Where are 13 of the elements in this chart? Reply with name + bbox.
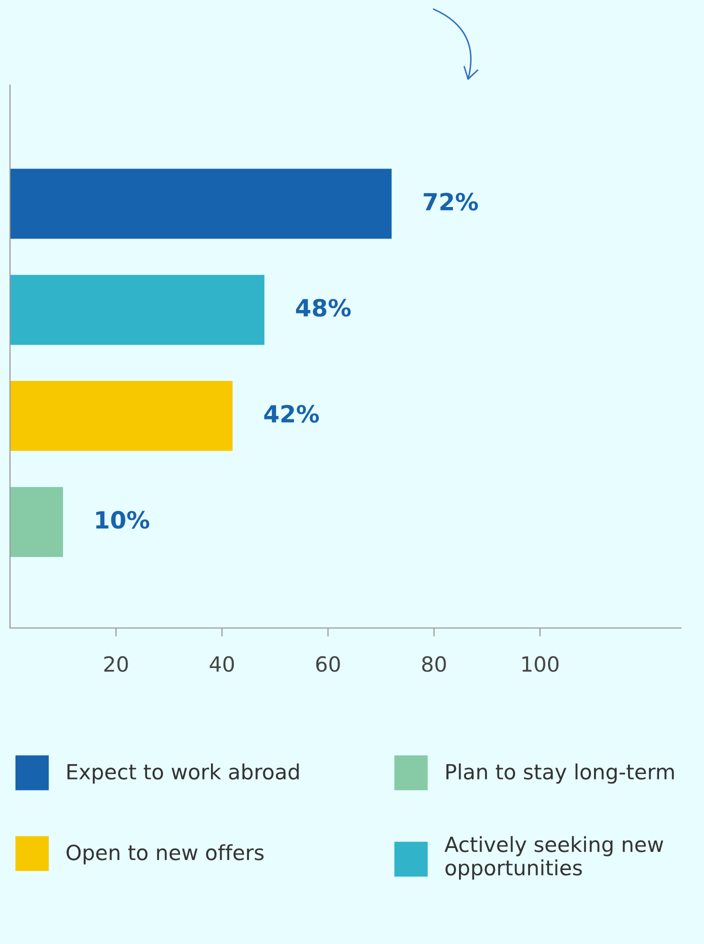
data-label: 10% [96,510,150,529]
data-label: 72% [424,192,478,211]
x-tick-label: 80 [422,656,446,672]
legend-label: Actively seeking new opportunities [444,836,664,880]
legend-label: Expect to work abroad [67,763,299,784]
x-tick-label: 20 [104,656,128,672]
x-tick-label: 60 [316,656,340,672]
legend-label: Plan to stay long-term [446,763,674,784]
data-label: 48% [296,298,351,317]
x-tick-label: 40 [210,656,234,672]
data-label: 42% [264,404,319,423]
x-tick-label: 100 [522,656,559,672]
legend-label: Open to new offers [66,844,264,864]
